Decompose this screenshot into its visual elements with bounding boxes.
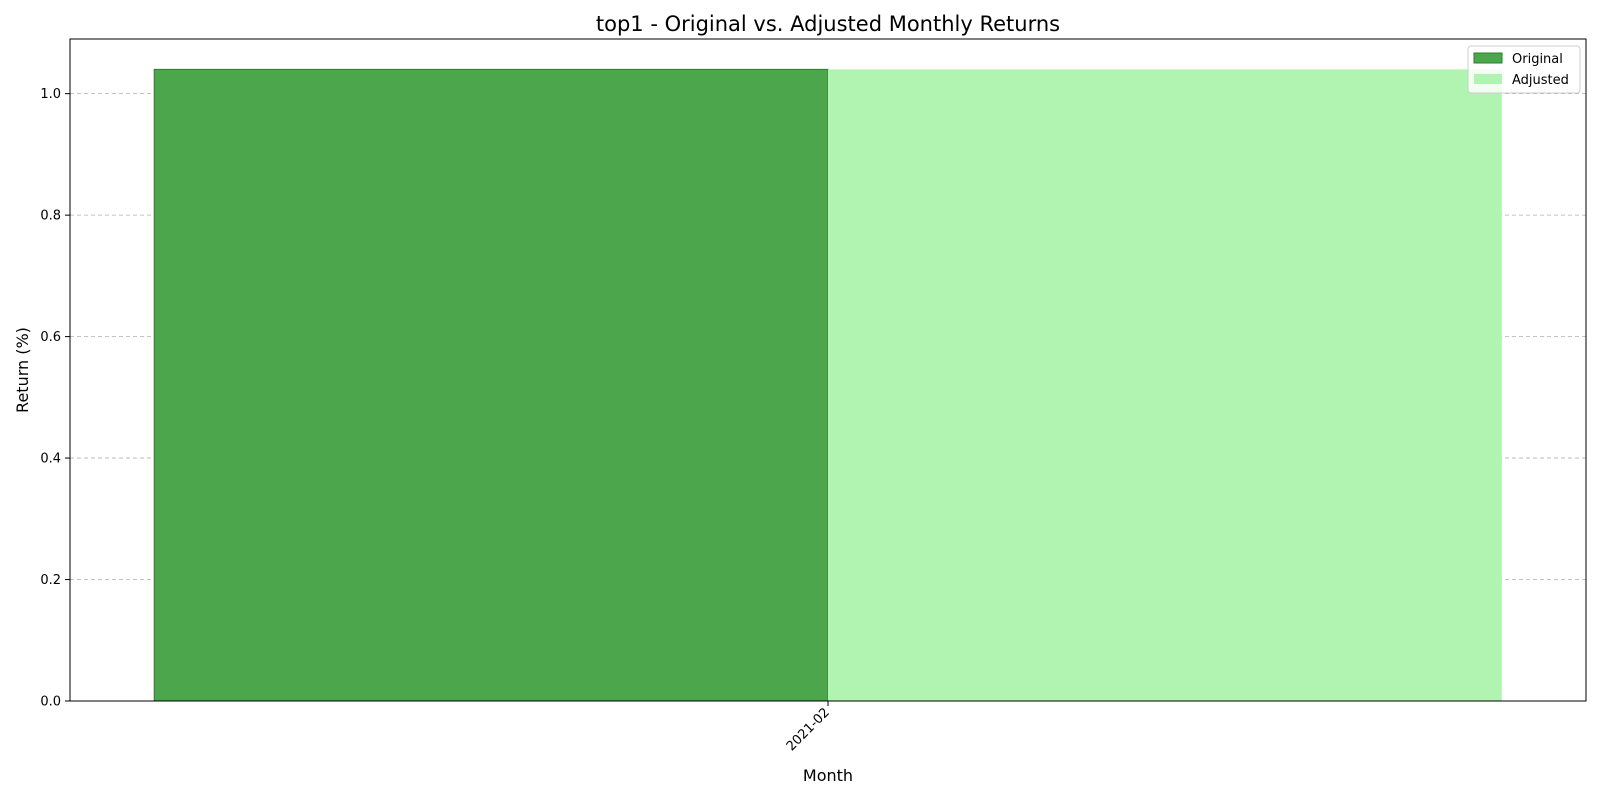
legend-swatch-adjusted bbox=[1474, 74, 1502, 84]
y-tick-label: 0.4 bbox=[40, 452, 61, 467]
legend: Original Adjusted bbox=[1467, 45, 1581, 94]
bar-original-2021-02 bbox=[153, 68, 829, 702]
y-axis-label: Return (%) bbox=[13, 327, 32, 413]
bars bbox=[153, 68, 1502, 702]
y-tick-label: 0.8 bbox=[40, 209, 61, 224]
legend-label-original: Original bbox=[1512, 52, 1563, 67]
chart-title: top1 - Original vs. Adjusted Monthly Ret… bbox=[596, 12, 1060, 36]
y-tick-label: 1.0 bbox=[40, 87, 61, 102]
y-tick-label: 0.0 bbox=[40, 695, 61, 710]
x-axis-label: Month bbox=[803, 766, 853, 785]
bar-adjusted-2021-02 bbox=[828, 69, 1502, 702]
y-axis-ticks: 0.0 0.2 0.4 0.6 0.8 1.0 bbox=[40, 87, 70, 710]
x-axis-ticks: 2021-02 bbox=[784, 701, 833, 754]
y-tick-label: 0.6 bbox=[40, 330, 61, 345]
x-tick-label: 2021-02 bbox=[784, 705, 833, 754]
legend-label-adjusted: Adjusted bbox=[1512, 73, 1569, 88]
legend-swatch-original bbox=[1473, 52, 1503, 64]
y-tick-label: 0.2 bbox=[40, 573, 61, 588]
